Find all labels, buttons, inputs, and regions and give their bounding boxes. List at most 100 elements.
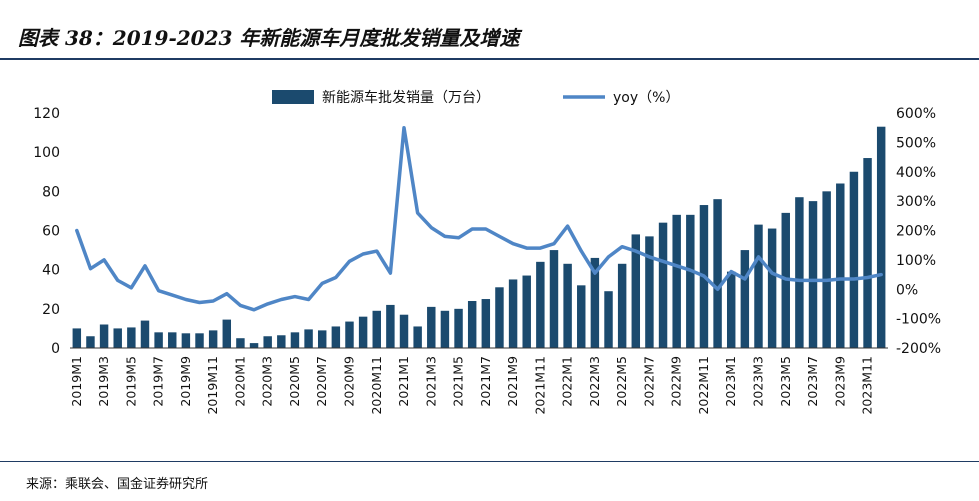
bar	[549, 250, 559, 348]
y-right-tick-label: 100%	[896, 253, 936, 269]
x-tick-label: 2023M7	[805, 356, 820, 407]
bar	[304, 329, 313, 348]
x-tick-label: 2019M5	[123, 356, 138, 407]
x-tick-label: 2023M3	[750, 356, 765, 407]
bar	[358, 316, 368, 348]
x-tick-label: 2019M7	[151, 356, 166, 407]
bar	[440, 310, 450, 348]
x-tick-label: 2020M5	[287, 356, 302, 407]
x-tick-label: 2020M7	[314, 356, 329, 407]
bar	[208, 330, 218, 348]
y-right-tick-label: 0%	[896, 282, 918, 298]
bar	[386, 304, 395, 348]
y-left-tick-label: 40	[42, 263, 60, 279]
bar	[508, 279, 518, 348]
bar	[86, 336, 95, 348]
bar	[154, 332, 163, 348]
y-right-tick-label: 400%	[896, 165, 936, 181]
x-tick-label: 2023M11	[860, 356, 875, 415]
bar	[372, 310, 381, 348]
bar	[522, 275, 531, 348]
x-tick-label: 2021M3	[423, 356, 438, 407]
x-tick-label: 2023M9	[832, 356, 847, 407]
bar	[590, 257, 600, 348]
y-right-tick-label: -200%	[896, 341, 941, 357]
bar	[495, 287, 504, 348]
y-left-tick-label: 20	[42, 302, 60, 318]
bar	[672, 214, 681, 348]
x-tick-label: 2021M9	[505, 356, 520, 407]
x-tick-label: 2022M9	[669, 356, 684, 407]
bar	[767, 228, 777, 348]
y-left-tick-label: 100	[33, 145, 60, 161]
x-tick-label: 2023M5	[778, 356, 793, 407]
y-right-tick-label: -100%	[896, 312, 941, 328]
x-tick-label: 2019M3	[96, 356, 111, 407]
bar	[876, 126, 886, 348]
bar	[863, 158, 872, 348]
bar	[577, 285, 586, 348]
x-tick-label: 2021M1	[396, 356, 411, 407]
bar	[236, 338, 245, 348]
bar	[331, 326, 341, 348]
y-right-tick-label: 300%	[896, 194, 936, 210]
bar	[754, 224, 763, 348]
bar	[713, 199, 722, 348]
bar	[481, 299, 491, 348]
bar	[795, 197, 804, 348]
x-tick-label: 2020M3	[260, 356, 275, 407]
bar	[645, 236, 654, 348]
x-tick-label: 2021M7	[478, 356, 493, 407]
bar	[413, 326, 422, 348]
y-left-tick-label: 0	[51, 341, 60, 357]
x-tick-label: 2019M11	[205, 356, 220, 415]
x-tick-label: 2022M11	[696, 356, 711, 415]
bar	[467, 301, 477, 348]
bar	[726, 271, 736, 348]
bar	[290, 332, 300, 348]
bar	[617, 263, 627, 348]
title-rule	[0, 58, 979, 60]
bar	[113, 328, 122, 348]
bar	[836, 183, 845, 348]
bar	[536, 261, 545, 348]
y-right-tick-label: 200%	[896, 224, 936, 240]
x-tick-label: 2019M1	[69, 356, 84, 407]
bar	[822, 191, 831, 348]
footer-rule	[0, 461, 979, 462]
bar	[263, 336, 272, 348]
bar	[99, 324, 109, 348]
bar	[454, 308, 463, 348]
x-tick-label: 2022M3	[587, 356, 602, 407]
y-left-tick-label: 80	[42, 184, 60, 200]
bar	[140, 320, 150, 348]
x-tick-label: 2022M7	[641, 356, 656, 407]
y-left-tick-label: 120	[33, 106, 60, 122]
x-tick-label: 2021M5	[451, 356, 466, 407]
bar	[317, 330, 327, 348]
x-tick-label: 2020M9	[341, 356, 356, 407]
x-tick-label: 2023M1	[723, 356, 738, 407]
bar	[427, 306, 436, 348]
bar	[808, 201, 818, 348]
x-tick-label: 2022M1	[560, 356, 575, 407]
bar	[563, 263, 572, 348]
bar	[631, 234, 641, 348]
y-right-tick-label: 600%	[896, 106, 936, 122]
source-note: 来源：乘联会、国金证券研究所	[26, 477, 209, 492]
bar	[345, 321, 354, 348]
legend-label-bar: 新能源车批发销量（万台）	[322, 89, 490, 106]
bar	[127, 327, 136, 348]
bar	[849, 171, 859, 348]
bar	[277, 335, 286, 348]
bar	[399, 314, 409, 348]
x-tick-label: 2020M11	[369, 356, 384, 415]
bar	[195, 333, 204, 348]
bar	[604, 291, 613, 348]
bar	[686, 214, 695, 348]
chart-title: 图表 38：2019-2023 年新能源车月度批发销量及增速	[18, 26, 520, 50]
x-tick-label: 2020M1	[232, 356, 247, 407]
bar	[168, 332, 177, 348]
yoy-line	[75, 125, 883, 312]
